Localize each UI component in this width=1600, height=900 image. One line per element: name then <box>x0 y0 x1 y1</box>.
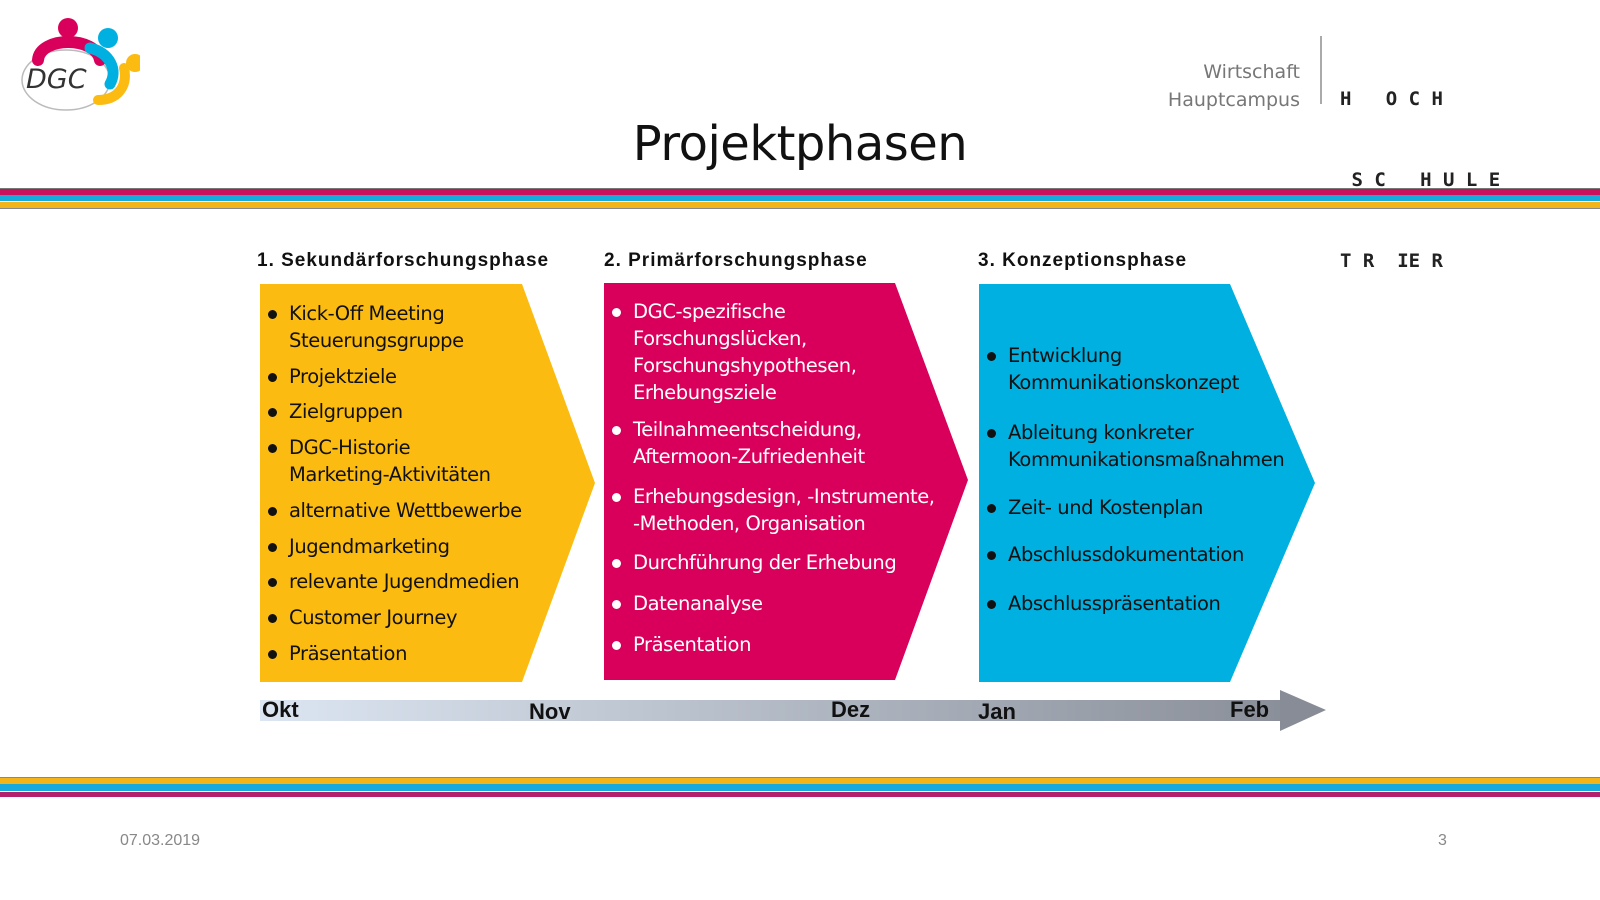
phase-item-text: Zielgruppen <box>289 400 403 423</box>
phase-item: Teilnahmeentscheidung, Aftermoon-Zufried… <box>606 416 966 470</box>
phase-item-text: Erhebungsdesign, -Instrumente, -Methoden… <box>633 485 935 535</box>
phase-item-text: DGC-Historie Marketing-Aktivitäten <box>289 436 491 486</box>
bullet-icon <box>268 614 277 623</box>
phase-item: Abschlussdokumentation <box>981 541 1311 568</box>
phase-2-items: DGC-spezifische Forschungslücken, Forsch… <box>606 298 966 658</box>
phase-item: Zielgruppen <box>262 398 562 425</box>
footer-date: 07.03.2019 <box>120 832 201 849</box>
phase-3-chevron <box>979 284 1315 682</box>
phase-item: Projektziele <box>262 363 562 390</box>
page-title: Projektphasen <box>632 116 968 172</box>
school-campus-name: Hauptcampus <box>1167 89 1300 111</box>
bullet-icon <box>268 444 277 453</box>
bullet-icon <box>612 308 621 317</box>
phase-item: Jugendmarketing <box>262 533 562 560</box>
hochschule-trier-logo: H O C H S C H U L E T R IE R <box>1340 32 1500 302</box>
page-number: 3 <box>1438 832 1447 849</box>
phase-item: Durchführung der Erhebung <box>606 549 966 576</box>
bullet-icon <box>612 641 621 650</box>
phase-item-text: Kick-Off Meeting Steuerungsgruppe <box>289 302 464 352</box>
phase-2-chevron <box>604 283 968 680</box>
bullet-icon <box>268 650 277 659</box>
bullet-icon <box>268 408 277 417</box>
phase-item-text: Jugendmarketing <box>289 535 450 558</box>
phase-2-heading: 2. Primärforschungsphase <box>604 250 868 271</box>
bullet-icon <box>987 600 996 609</box>
month-nov: Nov <box>529 699 571 724</box>
phase-item-text: Zeit- und Kostenplan <box>1008 496 1203 519</box>
phase-item-text: alternative Wettbewerbe <box>289 499 522 522</box>
logo-line: S C H U L E <box>1340 169 1501 191</box>
bullet-icon <box>987 551 996 560</box>
phase-3-heading: 3. Konzeptionsphase <box>978 250 1188 271</box>
phase-item-text: Entwicklung Kommunikationskonzept <box>1008 344 1240 394</box>
bullet-icon <box>612 559 621 568</box>
bullet-icon <box>612 493 621 502</box>
stripe-yellow <box>0 202 1600 209</box>
phase-item-text: DGC-spezifische Forschungslücken, Forsch… <box>633 300 857 404</box>
phase-item: Erhebungsdesign, -Instrumente, -Methoden… <box>606 483 966 537</box>
phase-item: DGC-spezifische Forschungslücken, Forsch… <box>606 298 966 406</box>
phase-item-text: Customer Journey <box>289 606 458 629</box>
bullet-icon <box>268 310 277 319</box>
phase-item: Ableitung konkreter Kommunikationsmaßnah… <box>981 419 1311 473</box>
phase-item-text: relevante Jugendmedien <box>289 570 520 593</box>
school-department-name: Wirtschaft <box>1203 61 1300 83</box>
bullet-icon <box>612 426 621 435</box>
phase-item-text: Projektziele <box>289 365 397 388</box>
phase-item: Datenanalyse <box>606 590 966 617</box>
phase-item: Abschlusspräsentation <box>981 590 1311 617</box>
phase-item-text: Datenanalyse <box>633 592 763 615</box>
month-feb: Feb <box>1230 697 1270 722</box>
logo-line: H O C H <box>1340 88 1443 110</box>
phase-item: Präsentation <box>262 640 562 667</box>
bullet-icon <box>268 373 277 382</box>
phase-item: alternative Wettbewerbe <box>262 497 562 524</box>
month-dez: Dez <box>831 697 871 722</box>
month-okt: Okt <box>262 697 299 722</box>
phase-item: Präsentation <box>606 631 966 658</box>
stripe-magenta-bottom <box>0 792 1600 797</box>
svg-text:DGC: DGC <box>26 64 87 95</box>
school-department: Wirtschaft Hauptcampus <box>1168 58 1300 114</box>
bullet-icon <box>987 504 996 513</box>
phase-1-items: Kick-Off Meeting Steuerungsgruppe Projekt… <box>262 300 562 667</box>
stripe-yellow-bottom <box>0 777 1600 784</box>
stripe-magenta <box>0 188 1600 195</box>
timeline-arrow <box>260 690 1326 731</box>
bullet-icon <box>268 578 277 587</box>
stripe-blue-bottom <box>0 784 1600 791</box>
stripe-blue <box>0 195 1600 201</box>
month-jan: Jan <box>978 699 1016 724</box>
phase-item-text: Durchführung der Erhebung <box>633 551 897 574</box>
bullet-icon <box>987 429 996 438</box>
phase-item-text: Präsentation <box>633 633 752 656</box>
phase-1-heading: 1. Sekundärforschungsphase <box>257 250 550 271</box>
logo-line: T R IE R <box>1340 250 1443 272</box>
phase-3-items: Entwicklung Kommunikationskonzept Ableitu… <box>981 342 1311 617</box>
bullet-icon <box>268 507 277 516</box>
phase-item: Entwicklung Kommunikationskonzept <box>981 342 1311 396</box>
phase-item-text: Ableitung konkreter Kommunikationsmaßnah… <box>1008 421 1285 471</box>
dgc-logo: DGC <box>10 8 144 113</box>
bullet-icon <box>268 543 277 552</box>
phase-item-text: Abschlussdokumentation <box>1008 543 1244 566</box>
phase-item: Kick-Off Meeting Steuerungsgruppe <box>262 300 562 354</box>
phase-item-text: Teilnahmeentscheidung, Aftermoon-Zufried… <box>633 418 865 468</box>
phase-item: Zeit- und Kostenplan <box>981 494 1311 521</box>
phase-item: Customer Journey <box>262 604 562 631</box>
header-divider <box>1320 36 1322 104</box>
phase-1-chevron <box>260 284 595 682</box>
phase-item: DGC-Historie Marketing-Aktivitäten <box>262 434 562 488</box>
bullet-icon <box>987 352 996 361</box>
phase-item: relevante Jugendmedien <box>262 568 562 595</box>
phase-item-text: Präsentation <box>289 642 408 665</box>
phase-item-text: Abschlusspräsentation <box>1008 592 1221 615</box>
bullet-icon <box>612 600 621 609</box>
